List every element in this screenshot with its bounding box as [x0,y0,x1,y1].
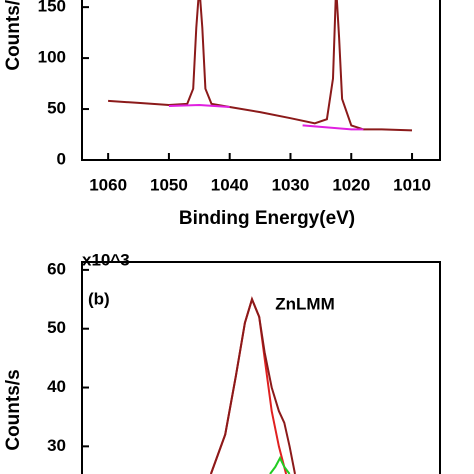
x-tick-label: 1040 [211,175,249,194]
plot-area [108,0,413,132]
series-line [209,296,296,474]
y-tick-label: 50 [47,99,66,118]
x-tick-label: 1010 [393,175,431,194]
plot-frame [81,0,441,161]
series-line [269,455,291,474]
y-tick-label: 0 [57,149,66,168]
series-line [209,296,288,474]
series-line [168,103,364,131]
y-axis-label: Counts/s [3,369,24,450]
x-tick-label: 1030 [272,175,310,194]
x-axis-label: Binding Energy(eV) [179,208,355,229]
plot-frame [81,261,441,474]
x-tick-label: 1050 [150,175,188,194]
x-tick-label: 1020 [332,175,370,194]
plot-area [209,296,296,474]
x-tick-label: 1060 [89,175,127,194]
annotation: (b) [88,289,110,308]
y-tick-label: 50 [47,318,66,337]
y-multiplier: x10^3 [82,250,130,269]
y-tick-label: 150 [38,0,66,16]
y-axis-label: Counts/s [3,0,24,71]
y-tick-label: 40 [47,377,66,396]
y-tick-label: 30 [47,436,66,455]
series-line [108,0,413,132]
annotation: ZnLMM [275,294,334,313]
y-tick-label: 60 [47,259,66,278]
y-tick-label: 100 [38,48,66,67]
